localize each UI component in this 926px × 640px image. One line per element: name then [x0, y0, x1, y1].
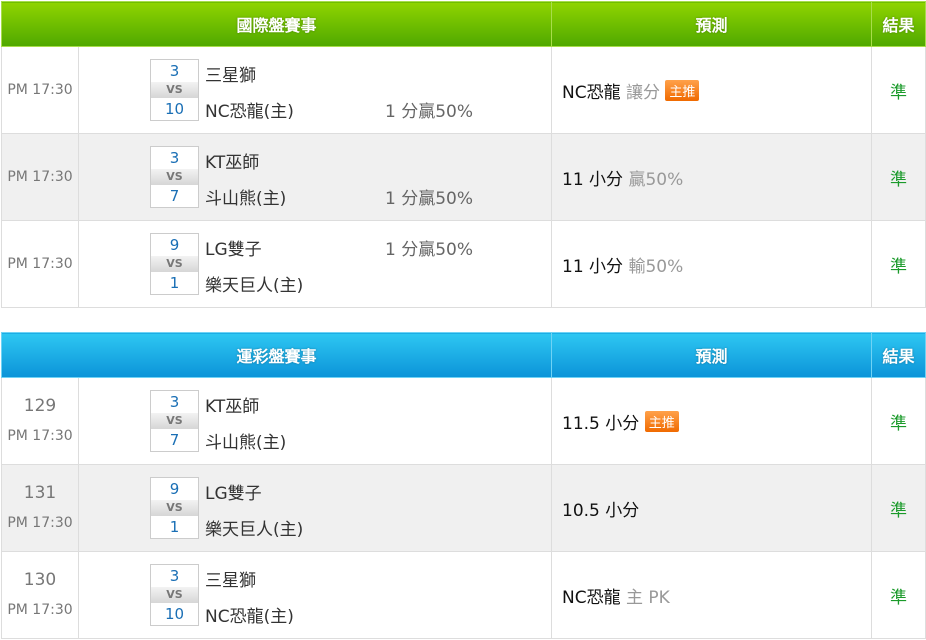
vs-label: VS [151, 256, 198, 272]
table-row: 131 PM 17:30 9 VS 1 LG雙子 樂天巨人(主) 10.5 小分 … [1, 464, 926, 552]
score-box: 9 VS 1 [150, 233, 199, 295]
handicap-text: 1 分贏50% [385, 189, 474, 209]
lottery-title: 運彩盤賽事 [0, 332, 553, 378]
score-box: 3 VS 7 [150, 146, 199, 208]
score-team2: 10 [164, 100, 185, 118]
vs-label: VS [151, 413, 198, 429]
score-team2: 1 [169, 518, 180, 536]
prediction-cell: 11.5 小分 主推 [551, 377, 873, 465]
intl-title: 國際盤賽事 [0, 1, 553, 47]
result-cell: 準 [871, 551, 926, 639]
score-team1: 3 [169, 62, 180, 80]
prediction-main: 11 小分 [562, 169, 624, 190]
match-cell: 9 VS 1 LG雙子 樂天巨人(主) [77, 464, 553, 552]
game-number: 129 [23, 396, 57, 416]
prediction-main: 11 小分 [562, 256, 624, 277]
score-team2: 7 [169, 431, 180, 449]
score-box: 9 VS 1 [150, 477, 199, 539]
table-row: PM 17:30 3 VS 7 KT巫師 斗山熊(主) 1 分贏50% 11 小分… [1, 133, 926, 221]
prediction-sub: 讓分 [626, 82, 661, 103]
team2-name: NC恐龍(主) [205, 607, 294, 627]
time-cell: PM 17:30 [1, 220, 79, 308]
team2-name: 樂天巨人(主) [205, 276, 304, 296]
game-time: PM 17:30 [7, 428, 73, 444]
time-cell: 129 PM 17:30 [1, 377, 79, 465]
score-team1: 3 [169, 393, 180, 411]
result-cell: 準 [871, 133, 926, 221]
recommend-badge: 主推 [644, 410, 679, 432]
match-cell: 3 VS 7 KT巫師 斗山熊(主) [77, 377, 553, 465]
game-time: PM 17:30 [7, 256, 73, 272]
prediction-sub: 贏50% [628, 169, 684, 190]
team2-name: 斗山熊(主) [205, 433, 287, 453]
team1-name: LG雙子 [205, 484, 262, 504]
score-box: 3 VS 10 [150, 59, 199, 121]
score-team1: 3 [169, 149, 180, 167]
score-team2: 1 [169, 274, 180, 292]
table-row: PM 17:30 3 VS 10 三星獅 NC恐龍(主) 1 分贏50% NC恐龍… [1, 46, 926, 134]
table-row: 129 PM 17:30 3 VS 7 KT巫師 斗山熊(主) 11.5 小分 主… [1, 377, 926, 465]
handicap-text: 1 分贏50% [385, 102, 474, 122]
result-cell: 準 [871, 46, 926, 134]
team2-name: 斗山熊(主) [205, 189, 287, 209]
result-header: 結果 [871, 332, 926, 378]
time-cell: PM 17:30 [1, 46, 79, 134]
prediction-main: NC恐龍 [562, 82, 621, 103]
pred-header: 預測 [551, 332, 873, 378]
prediction-cell: 11 小分 贏50% [551, 133, 873, 221]
team1-name: 三星獅 [205, 571, 256, 591]
table-row: PM 17:30 9 VS 1 LG雙子 樂天巨人(主) 1 分贏50% 11 小… [1, 220, 926, 308]
result-header: 結果 [871, 1, 926, 47]
intl-table: 國際盤賽事 預測 結果 PM 17:30 3 VS 10 三星獅 NC恐龍(主)… [0, 1, 926, 308]
vs-label: VS [151, 587, 198, 603]
time-cell: 131 PM 17:30 [1, 464, 79, 552]
vs-label: VS [151, 169, 198, 185]
score-team1: 9 [169, 480, 180, 498]
lottery-table: 運彩盤賽事 預測 結果 129 PM 17:30 3 VS 7 KT巫師 斗山熊(… [0, 332, 926, 639]
team2-name: 樂天巨人(主) [205, 520, 304, 540]
game-number: 130 [23, 570, 57, 590]
prediction-main: NC恐龍 [562, 587, 621, 608]
team2-name: NC恐龍(主) [205, 102, 294, 122]
game-time: PM 17:30 [7, 169, 73, 185]
match-cell: 3 VS 10 三星獅 NC恐龍(主) 1 分贏50% [77, 46, 553, 134]
vs-label: VS [151, 500, 198, 516]
match-cell: 3 VS 7 KT巫師 斗山熊(主) 1 分贏50% [77, 133, 553, 221]
team1-name: KT巫師 [205, 397, 260, 417]
prediction-sub: 主 PK [626, 587, 670, 608]
game-time: PM 17:30 [7, 515, 73, 531]
vs-label: VS [151, 82, 198, 98]
score-team2: 10 [164, 605, 185, 623]
prediction-main: 10.5 小分 [562, 500, 640, 521]
prediction-main: 11.5 小分 [562, 413, 640, 434]
result-cell: 準 [871, 220, 926, 308]
game-time: PM 17:30 [7, 602, 73, 618]
pred-header: 預測 [551, 1, 873, 47]
game-number: 131 [23, 483, 57, 503]
team1-name: 三星獅 [205, 66, 256, 86]
result-cell: 準 [871, 464, 926, 552]
prediction-sub: 輸50% [628, 256, 684, 277]
team1-name: LG雙子 [205, 240, 262, 260]
prediction-cell: NC恐龍 主 PK [551, 551, 873, 639]
recommend-badge: 主推 [665, 79, 700, 101]
table-row: 130 PM 17:30 3 VS 10 三星獅 NC恐龍(主) NC恐龍 主 P… [1, 551, 926, 639]
prediction-cell: 11 小分 輸50% [551, 220, 873, 308]
time-cell: 130 PM 17:30 [1, 551, 79, 639]
handicap-text: 1 分贏50% [385, 240, 474, 260]
score-team1: 3 [169, 567, 180, 585]
time-cell: PM 17:30 [1, 133, 79, 221]
score-box: 3 VS 7 [150, 390, 199, 452]
team1-name: KT巫師 [205, 153, 260, 173]
game-time: PM 17:30 [7, 82, 73, 98]
score-team2: 7 [169, 187, 180, 205]
prediction-cell: NC恐龍 讓分 主推 [551, 46, 873, 134]
prediction-cell: 10.5 小分 [551, 464, 873, 552]
score-team1: 9 [169, 236, 180, 254]
result-cell: 準 [871, 377, 926, 465]
score-box: 3 VS 10 [150, 564, 199, 626]
match-cell: 3 VS 10 三星獅 NC恐龍(主) [77, 551, 553, 639]
match-cell: 9 VS 1 LG雙子 樂天巨人(主) 1 分贏50% [77, 220, 553, 308]
